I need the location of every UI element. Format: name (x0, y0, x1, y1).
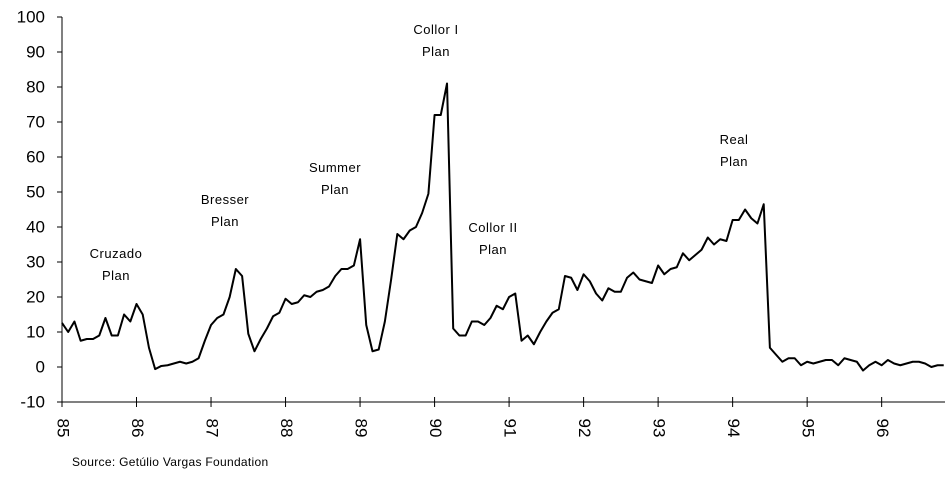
y-tick-label: 30 (26, 252, 45, 271)
annotation: Plan (422, 44, 450, 59)
x-tick-label: 85 (54, 419, 73, 438)
y-tick-label: 100 (17, 7, 45, 26)
y-tick-label: 70 (26, 112, 45, 131)
source-note: Source: Getúlio Vargas Foundation (72, 455, 268, 469)
annotation: Collor I (413, 22, 458, 37)
x-tick-label: 96 (873, 419, 892, 438)
annotation: Cruzado (90, 246, 143, 261)
x-tick-label: 92 (575, 419, 594, 438)
annotation: Bresser (201, 192, 249, 207)
x-tick-label: 91 (501, 419, 520, 438)
annotation: Plan (321, 182, 349, 197)
x-tick-label: 86 (128, 419, 147, 438)
annotation: Plan (479, 242, 507, 257)
annotation: Summer (309, 160, 361, 175)
x-tick-label: 87 (203, 419, 222, 438)
annotation: Plan (720, 154, 748, 169)
x-tick-label: 93 (650, 419, 669, 438)
inflation-line (61, 82, 944, 372)
annotation: Real (720, 132, 749, 147)
x-tick-label: 90 (426, 419, 445, 438)
y-tick-label: 50 (26, 182, 45, 201)
y-tick-label: 10 (26, 322, 45, 341)
x-tick-label: 88 (277, 419, 296, 438)
y-tick-label: -10 (20, 392, 45, 411)
x-tick-label: 95 (799, 419, 818, 438)
x-tick-label: 89 (352, 419, 371, 438)
annotation: Plan (211, 214, 239, 229)
y-tick-label: 80 (26, 77, 45, 96)
y-tick-label: 40 (26, 217, 45, 236)
y-tick-label: 20 (26, 287, 45, 306)
y-tick-label: 60 (26, 147, 45, 166)
x-tick-label: 94 (724, 419, 743, 438)
y-tick-label: 0 (36, 357, 45, 376)
y-tick-label: 90 (26, 42, 45, 61)
annotation: Collor II (468, 220, 517, 235)
annotation: Plan (102, 268, 130, 283)
